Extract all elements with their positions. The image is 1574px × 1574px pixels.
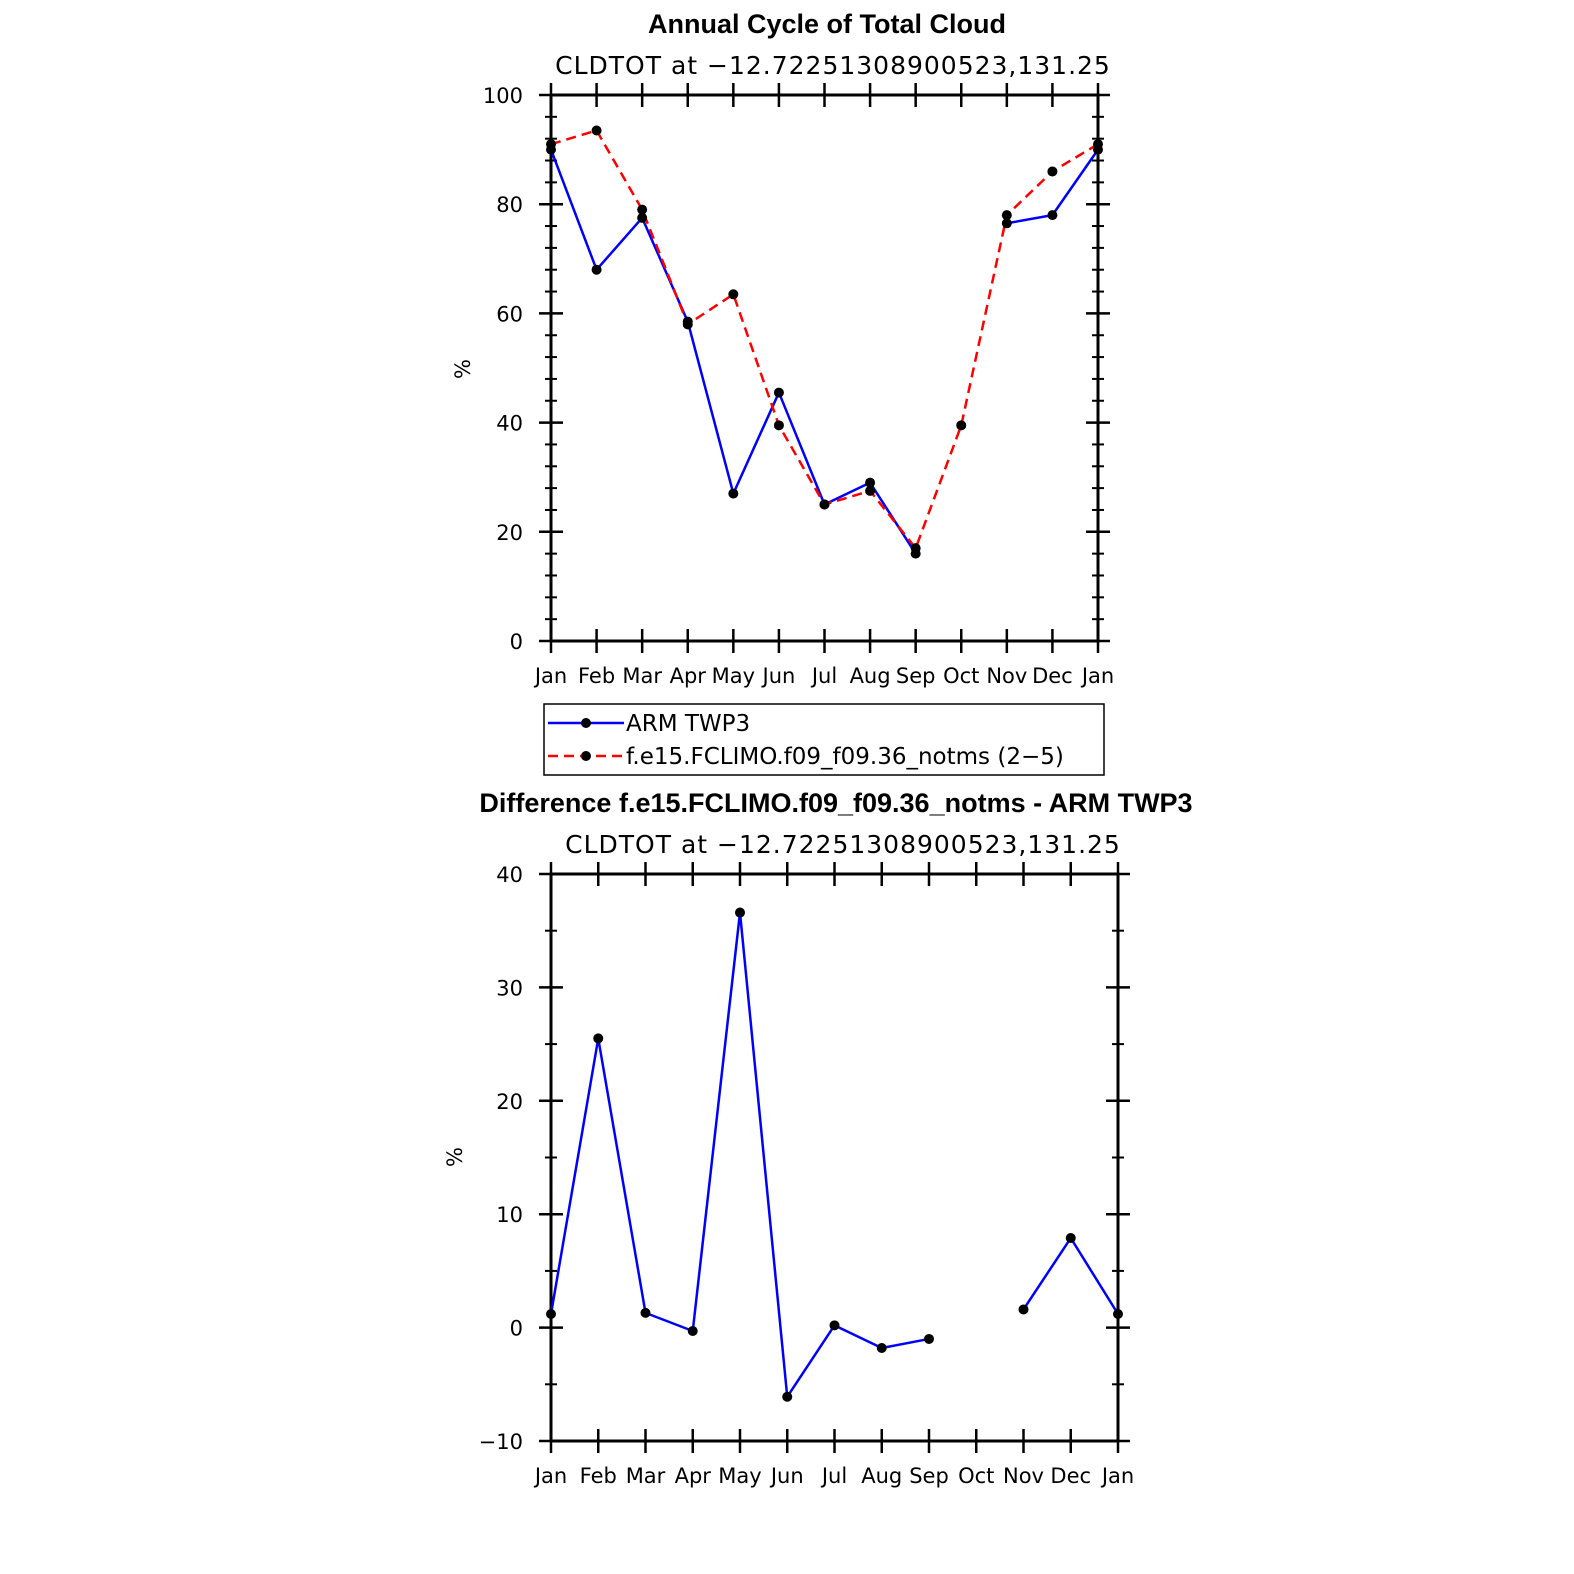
chart1-x-tick-label: Mar [622, 664, 662, 688]
chart2-frame [549, 872, 1120, 1443]
chart1-series-1-point [1047, 210, 1058, 221]
chart1-x-tick-label: Sep [896, 664, 936, 688]
chart1-series-2-point [819, 499, 830, 510]
chart1-series-1-point [865, 477, 876, 488]
chart2-y-axis-label: % [443, 1147, 467, 1167]
chart2-series-1-point [687, 1326, 698, 1337]
chart1-legend-label: ARM TWP3 [626, 711, 750, 737]
chart2-y-tick-label: −10 [479, 1430, 523, 1454]
chart2-plot-area: −10 0 10 20 30 40 Jan Feb Mar Apr May Jun Jul Aug Sep O… [479, 862, 1134, 1488]
chart2-x-tick-label: Jul [820, 1464, 847, 1488]
chart1-series-2-point [1001, 210, 1012, 221]
chart2-y-tick-label: 0 [510, 1317, 523, 1341]
chart1-series-2-point [956, 420, 967, 431]
chart1-y-axis-label: % [451, 359, 475, 379]
chart2-x-tick-label: Dec [1050, 1464, 1091, 1488]
chart1-x-tick-label: Feb [578, 664, 615, 688]
chart1-series-1-point [591, 264, 602, 275]
chart1-y-tick-label: 80 [496, 193, 523, 217]
chart1-x-tick-label: Jan [533, 664, 567, 688]
chart1-series-2-point [865, 485, 876, 496]
chart1-series-2-point [1047, 166, 1058, 177]
chart1-legend-marker [581, 718, 591, 728]
chart1-series-2-line [550, 129, 1099, 550]
chart1-x-tick-label: Oct [943, 664, 979, 688]
chart2-y-tick-label: 30 [496, 976, 523, 1000]
chart1-series-2-point [910, 543, 921, 554]
chart1-series-2-point [637, 204, 648, 215]
chart1-y-tick-label: 20 [496, 521, 523, 545]
chart2-series-1-point [829, 1320, 840, 1331]
chart1-frame [549, 93, 1100, 643]
chart1-series-2-point [1093, 139, 1103, 150]
chart2-x-tick-label: Nov [1003, 1464, 1044, 1488]
chart1-title: Annual Cycle of Total Cloud [648, 9, 1006, 39]
chart2-subtitle: CLDTOT at −12.72251308900523,131.25 [565, 830, 1121, 859]
chart1-series-2-point [682, 319, 693, 330]
chart1-y-tick-label: 100 [483, 84, 523, 108]
chart1-x-tick-label: Apr [670, 664, 707, 688]
chart2-x-tick-label: Feb [580, 1464, 617, 1488]
chart1-series-2-point [728, 289, 739, 300]
chart2-x-tick-label: Oct [958, 1464, 994, 1488]
chart2-y-tick-label: 10 [496, 1203, 523, 1227]
chart2-series-1-point [1018, 1304, 1029, 1315]
chart2-x-tick-label: Aug [861, 1464, 902, 1488]
chart2-series-1-point [640, 1307, 651, 1318]
chart2-x-tick-label: Apr [675, 1464, 712, 1488]
chart1-series-2-point [591, 125, 602, 136]
chart2-series-1-line [549, 911, 930, 1399]
chart2-y-tick-label: 40 [496, 863, 523, 887]
chart1-x-tick-label: Jun [761, 664, 796, 688]
chart1-legend-box [543, 703, 1105, 776]
chart1-plot-area: 0 20 40 60 80 100 Jan Feb Mar Apr May Jun Jul Aug Sep O… [483, 83, 1114, 688]
chart2-series-1-point [735, 907, 745, 918]
chart2-x-tick-label: May [718, 1464, 761, 1488]
chart2-series-1-point [782, 1391, 793, 1402]
chart1-series-1-point [1001, 218, 1012, 229]
chart1-x-tick-label: Dec [1032, 664, 1073, 688]
chart1-y-tick-label: 0 [510, 630, 523, 654]
chart1-subtitle: CLDTOT at −12.72251308900523,131.25 [555, 51, 1111, 80]
chart2-title: Difference f.e15.FCLIMO.f09_f09.36_notms… [479, 788, 1192, 818]
chart1-x-tick-label: Jan [1080, 664, 1114, 688]
chart2-x-tick-label: Jun [769, 1464, 804, 1488]
chart2-y-tick-label: 20 [496, 1090, 523, 1114]
chart2-x-tick-label: Jan [533, 1464, 567, 1488]
chart1-legend-label: f.e15.FCLIMO.f09_f09.36_notms (2−5) [626, 744, 1064, 770]
chart2-series-1-point [593, 1033, 604, 1044]
chart1-series-2-point [773, 420, 784, 431]
chart1-x-tick-label: Jul [810, 664, 837, 688]
chart2-series-1-point [876, 1343, 887, 1354]
chart2-series-1-point [1065, 1233, 1076, 1244]
chart1-x-tick-label: Aug [850, 664, 891, 688]
chart2-x-tick-label: Mar [626, 1464, 666, 1488]
chart2-series-1-point [1113, 1308, 1123, 1319]
chart1-legend: ARM TWP3 f.e15.FCLIMO.f09_f09.36_notms (2… [543, 703, 1105, 776]
chart1-series-1-point [728, 488, 739, 499]
chart1-series-1-point [637, 212, 648, 223]
chart1-x-tick-label: Nov [986, 664, 1027, 688]
chart1-legend-marker [581, 751, 591, 761]
chart1-series-2-point [546, 139, 556, 150]
chart1-x-tick-label: May [712, 664, 755, 688]
chart1-series-1-point [773, 387, 784, 398]
chart2-series-1-point [924, 1333, 934, 1344]
chart2-series-1-point [546, 1308, 556, 1319]
chart1-y-tick-label: 60 [496, 302, 523, 326]
chart1-y-tick-label: 40 [496, 412, 523, 436]
chart2-x-tick-label: Sep [909, 1464, 949, 1488]
chart2-x-tick-label: Jan [1100, 1464, 1134, 1488]
chart2-series-1-line [1022, 1236, 1120, 1315]
